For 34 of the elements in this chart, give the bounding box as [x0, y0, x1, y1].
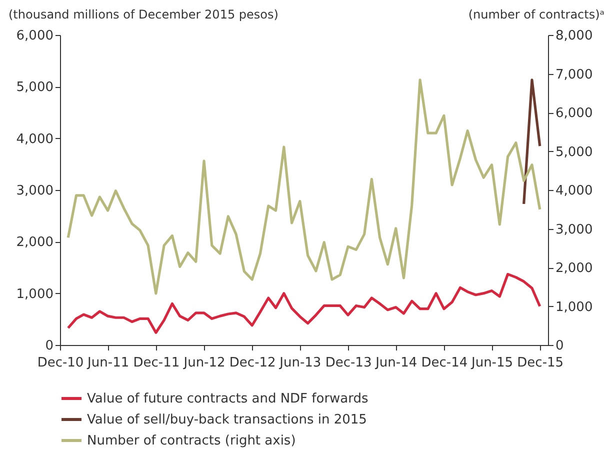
y2-tick-label: 4,000 [556, 184, 593, 198]
y2-axis-title: (number of contracts)ᵃ [468, 8, 604, 22]
y2-tick-label: 8,000 [556, 28, 593, 44]
y2-tick-label: 5,000 [556, 144, 593, 160]
y2-tick-label: 6,000 [556, 106, 593, 121]
legend-label: Value of sell/buy-back transactions in 2015 [87, 412, 367, 428]
y-tick-label: 5,000 [16, 80, 54, 96]
x-tick-label: Jun-13 [278, 356, 322, 370]
y-tick-label: 3,000 [16, 184, 54, 198]
x-tick-label: Jun-11 [86, 356, 130, 370]
line-series [66, 272, 542, 334]
x-tick-label: Dec-12 [229, 356, 276, 370]
y2-tick-label: 7,000 [556, 67, 593, 82]
x-tick-label: Dec-14 [421, 356, 468, 370]
y-tick-label: 4,000 [16, 132, 54, 147]
x-tick-label: Dec-10 [37, 356, 84, 370]
x-tick-label: Dec-11 [133, 356, 180, 370]
legend-label: Number of contracts (right axis) [87, 434, 296, 448]
y2-tick-label: 0 [556, 338, 564, 354]
x-tick-label: Dec-13 [325, 356, 372, 370]
y2-tick-label: 2,000 [556, 261, 593, 276]
y-tick-label: 1,000 [16, 286, 54, 302]
legend-label: Value of future contracts and NDF forwards [87, 392, 369, 406]
x-tick-label: Jun-14 [374, 356, 418, 370]
y2-tick-label: 1,000 [556, 300, 593, 315]
y-tick-label: 2,000 [16, 235, 54, 250]
y-tick-label: 0 [45, 338, 54, 354]
y-axis-title: (thousand millions of December 2015 pesos) [8, 8, 278, 22]
x-tick-label: Jun-12 [182, 356, 226, 370]
y-tick-label: 6,000 [16, 28, 54, 44]
y2-tick-label: 3,000 [556, 222, 593, 238]
x-tick-label: Jun-15 [470, 356, 514, 370]
line-series [66, 78, 542, 295]
x-tick-label: Dec-15 [517, 356, 564, 370]
